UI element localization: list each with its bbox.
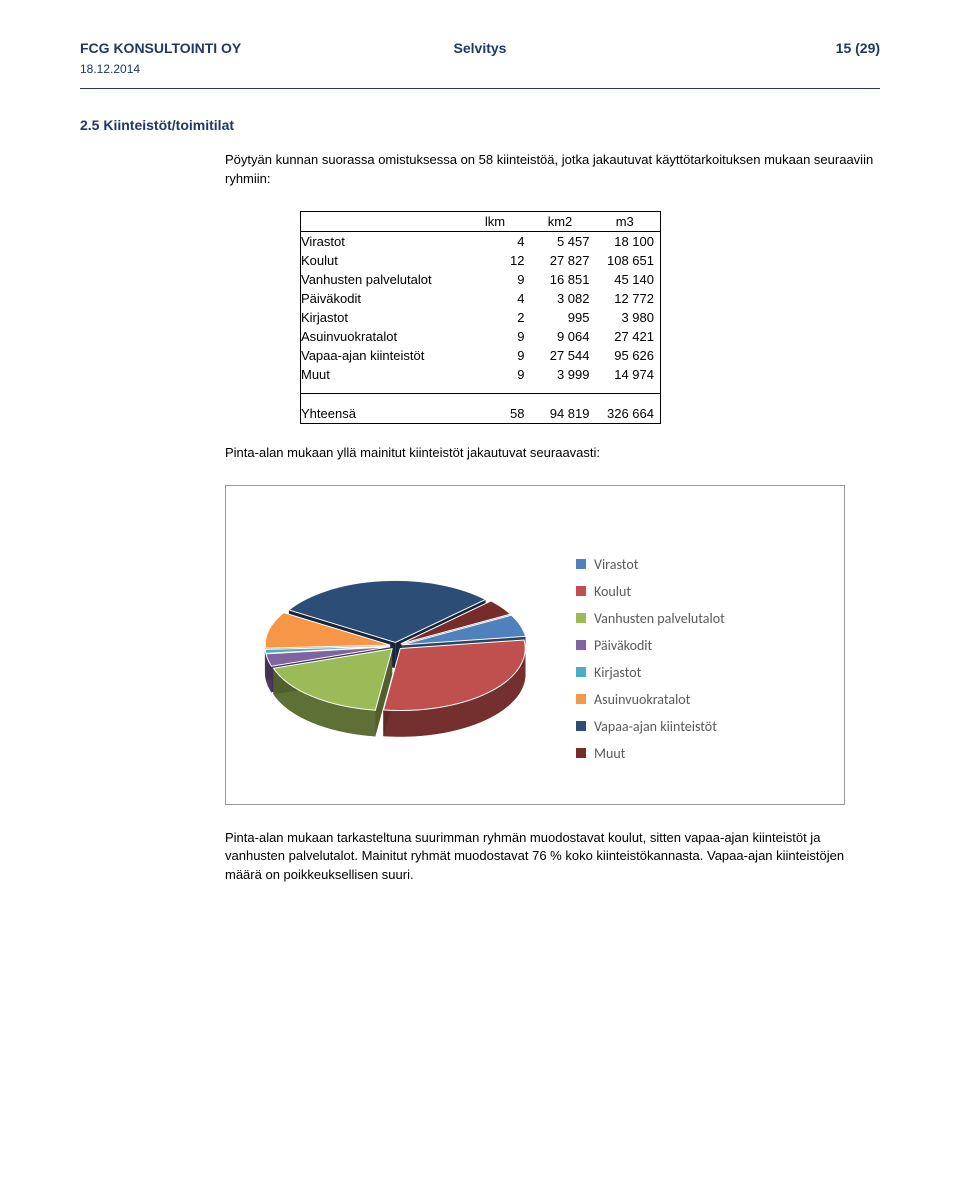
table-row: Virastot45 45718 100 <box>301 231 661 251</box>
legend-swatch <box>576 748 586 758</box>
legend-swatch <box>576 721 586 731</box>
row-lkm: 4 <box>466 231 531 251</box>
header-company: FCG KONSULTOINTI OY <box>80 40 347 56</box>
legend-label: Vanhusten palvelutalot <box>594 610 725 627</box>
row-label: Virastot <box>301 231 466 251</box>
row-km2: 995 <box>531 308 596 327</box>
total-m3: 326 664 <box>596 404 661 424</box>
legend-item: Virastot <box>576 556 725 573</box>
legend-label: Päiväkodit <box>594 637 652 654</box>
table-header-m3: m3 <box>596 211 661 231</box>
legend-label: Virastot <box>594 556 638 573</box>
legend-item: Päiväkodit <box>576 637 725 654</box>
legend-swatch <box>576 613 586 623</box>
row-label: Muut <box>301 365 466 384</box>
section-title: 2.5 Kiinteistöt/toimitilat <box>80 117 880 133</box>
intro-paragraph: Pöytyän kunnan suorassa omistuksessa on … <box>225 151 880 189</box>
legend-label: Koulut <box>594 583 631 600</box>
header-doc-type: Selvitys <box>347 40 614 56</box>
property-table: lkm km2 m3 Virastot45 45718 100Koulut122… <box>300 211 661 424</box>
row-km2: 3 082 <box>531 289 596 308</box>
total-km2: 94 819 <box>531 404 596 424</box>
header-divider <box>80 88 880 89</box>
row-m3: 12 772 <box>596 289 661 308</box>
legend-label: Asuinvuokratalot <box>594 691 690 708</box>
row-m3: 14 974 <box>596 365 661 384</box>
row-lkm: 2 <box>466 308 531 327</box>
legend-item: Koulut <box>576 583 725 600</box>
legend-label: Vapaa-ajan kiinteistöt <box>594 718 717 735</box>
page-header: FCG KONSULTOINTI OY Selvitys 15 (29) 18.… <box>80 40 880 89</box>
row-label: Kirjastot <box>301 308 466 327</box>
total-lkm: 58 <box>466 404 531 424</box>
legend-item: Vapaa-ajan kiinteistöt <box>576 718 725 735</box>
table-row: Koulut1227 827108 651 <box>301 251 661 270</box>
table-row: Muut93 99914 974 <box>301 365 661 384</box>
row-label: Vapaa-ajan kiinteistöt <box>301 346 466 365</box>
legend-swatch <box>576 694 586 704</box>
legend-item: Asuinvuokratalot <box>576 691 725 708</box>
row-lkm: 9 <box>466 365 531 384</box>
row-label: Asuinvuokratalot <box>301 327 466 346</box>
header-page-number: 15 (29) <box>613 40 880 56</box>
row-lkm: 4 <box>466 289 531 308</box>
row-lkm: 9 <box>466 327 531 346</box>
row-label: Koulut <box>301 251 466 270</box>
row-m3: 95 626 <box>596 346 661 365</box>
row-m3: 108 651 <box>596 251 661 270</box>
table-row: Kirjastot29953 980 <box>301 308 661 327</box>
row-km2: 3 999 <box>531 365 596 384</box>
table-header-km2: km2 <box>531 211 596 231</box>
row-lkm: 12 <box>466 251 531 270</box>
legend-swatch <box>576 640 586 650</box>
table-row: Päiväkodit43 08212 772 <box>301 289 661 308</box>
table-row: Vapaa-ajan kiinteistöt927 54495 626 <box>301 346 661 365</box>
legend-swatch <box>576 667 586 677</box>
row-km2: 5 457 <box>531 231 596 251</box>
legend-label: Muut <box>594 745 625 762</box>
table-header-lkm: lkm <box>466 211 531 231</box>
row-m3: 27 421 <box>596 327 661 346</box>
row-lkm: 9 <box>466 270 531 289</box>
page: FCG KONSULTOINTI OY Selvitys 15 (29) 18.… <box>0 0 960 967</box>
legend-swatch <box>576 559 586 569</box>
legend-label: Kirjastot <box>594 664 641 681</box>
legend-item: Kirjastot <box>576 664 725 681</box>
legend-item: Vanhusten palvelutalot <box>576 610 725 627</box>
row-m3: 45 140 <box>596 270 661 289</box>
chart-legend: Virastot Koulut Vanhusten palvelutalot Päiv… <box>576 556 725 772</box>
table-row: Asuinvuokratalot99 06427 421 <box>301 327 661 346</box>
total-label: Yhteensä <box>301 404 466 424</box>
table-total-row: Yhteensä5894 819326 664 <box>301 404 661 424</box>
row-label: Vanhusten palvelutalot <box>301 270 466 289</box>
pie-chart <box>256 576 536 746</box>
row-km2: 9 064 <box>531 327 596 346</box>
footer-paragraph: Pinta-alan mukaan tarkasteltuna suurimma… <box>225 829 880 886</box>
row-m3: 18 100 <box>596 231 661 251</box>
table-row: Vanhusten palvelutalot916 85145 140 <box>301 270 661 289</box>
pie-chart-container: Virastot Koulut Vanhusten palvelutalot Päiv… <box>225 485 845 805</box>
row-km2: 27 827 <box>531 251 596 270</box>
row-km2: 16 851 <box>531 270 596 289</box>
row-label: Päiväkodit <box>301 289 466 308</box>
mid-paragraph: Pinta-alan mukaan yllä mainitut kiinteis… <box>225 444 880 463</box>
header-date: 18.12.2014 <box>80 62 880 76</box>
row-lkm: 9 <box>466 346 531 365</box>
row-km2: 27 544 <box>531 346 596 365</box>
legend-item: Muut <box>576 745 725 762</box>
row-m3: 3 980 <box>596 308 661 327</box>
legend-swatch <box>576 586 586 596</box>
